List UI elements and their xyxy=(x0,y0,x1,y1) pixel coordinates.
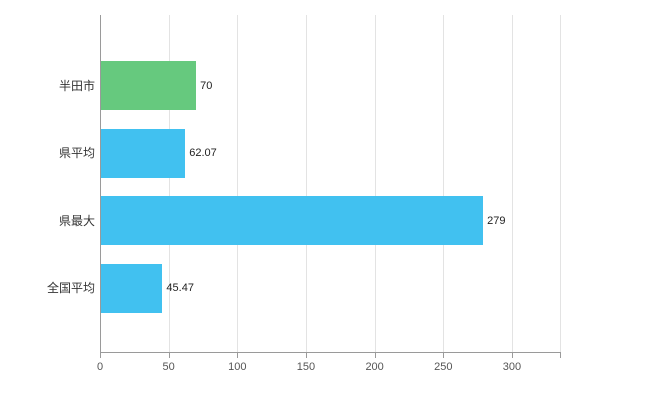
x-tick-mark xyxy=(374,353,376,358)
gridline-vertical xyxy=(443,15,445,352)
category-label: 県最大 xyxy=(58,213,95,228)
x-tick-mark xyxy=(168,353,170,358)
gridline-vertical xyxy=(560,15,561,352)
bar-value-label: 70 xyxy=(200,79,213,92)
x-tick-mark xyxy=(511,353,513,358)
gridline-vertical xyxy=(374,15,376,352)
bar-value-label: 279 xyxy=(487,214,506,227)
x-tick-label: 100 xyxy=(228,361,247,373)
x-tick-mark xyxy=(560,353,561,358)
x-tick-label: 0 xyxy=(96,361,104,373)
x-tick-label: 200 xyxy=(365,361,384,373)
x-tick-mark xyxy=(443,353,445,358)
gridline-vertical xyxy=(237,15,239,352)
x-tick-mark xyxy=(305,353,307,358)
gridline-vertical xyxy=(305,15,307,352)
bar-半田市 xyxy=(100,61,197,110)
x-tick-label: 50 xyxy=(162,361,175,373)
category-label: 全国平均 xyxy=(46,281,95,295)
x-tick-label: 250 xyxy=(434,361,453,373)
gridline-vertical xyxy=(168,15,170,352)
y-axis-line xyxy=(100,15,101,352)
gridline-vertical xyxy=(511,15,513,352)
category-label: 県平均 xyxy=(58,146,95,160)
bar-県最大 xyxy=(100,196,484,245)
x-tick-label: 300 xyxy=(502,361,522,373)
x-tick-mark xyxy=(237,353,239,358)
bar-全国平均 xyxy=(100,263,163,313)
bar-value-label: 62.07 xyxy=(189,147,217,159)
x-tick-label: 150 xyxy=(296,361,316,373)
x-axis-line xyxy=(100,352,561,353)
category-label: 半田市 xyxy=(58,78,95,93)
bar-value-label: 45.47 xyxy=(166,282,194,294)
x-tick-mark xyxy=(100,353,101,358)
bar-県平均 xyxy=(100,128,186,178)
